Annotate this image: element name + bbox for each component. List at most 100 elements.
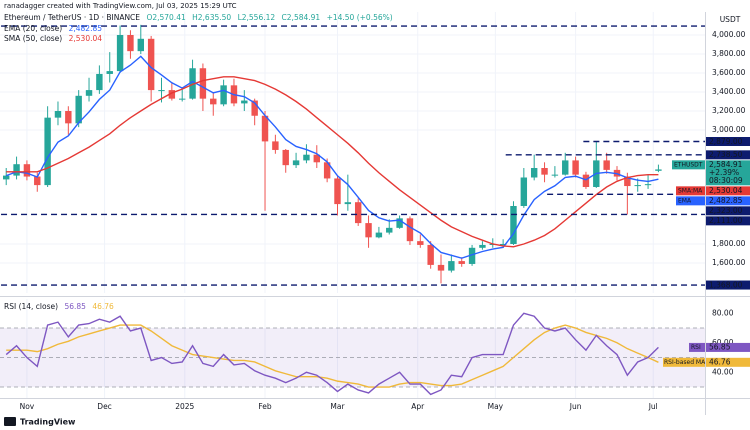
y-tick-label: 3,800.00 [712,49,746,58]
candle-body [354,202,362,224]
ohlc-open: O2,570.41 [146,13,186,22]
y-axis-unit: USDT [720,15,741,24]
candle-body [13,164,20,176]
symbol-header: Ethereum / TetherUS · 1D · BINANCE O2,57… [4,13,393,22]
level-label-box [706,136,750,146]
rsi-value-box [706,342,750,352]
indicator-value-box [706,196,750,206]
candle-body [282,149,289,166]
last-price-text: 08:30:09 [709,176,743,185]
candle-body [303,154,310,161]
rsi-name-box [689,342,705,352]
rsi-legend-value: 56.85 [64,302,86,311]
indicator-value: 2,482.85 [709,196,743,205]
x-tick-label: 2025 [175,402,194,411]
candle-body [624,176,631,187]
last-price-name: ETHUSDT [674,162,703,169]
ohlc-close: C2,584.91 [282,13,321,22]
candle-body [147,38,155,91]
rsi-ma-legend-value: 46.76 [92,302,114,311]
last-price-text: +2.39% [709,168,739,177]
candle-body [634,185,641,187]
candle-body [220,85,227,105]
level-label-box [706,280,750,290]
candle-body [386,227,393,233]
candle-body [23,164,31,177]
x-tick-label: Mar [330,402,345,411]
level-label-box [706,206,750,216]
candle-body [396,218,403,228]
candle-body [499,243,507,245]
y-tick-label: 80.00 [712,308,734,317]
attribution: ranadagger created with TradingView.com,… [4,2,237,10]
candle-body [168,90,176,99]
candle-body [541,167,548,175]
candle-body [3,175,10,180]
indicator-value: 2,530.04 [709,186,743,195]
candle-body [75,95,82,124]
candle-body [85,90,93,96]
candle-body [406,218,414,242]
candle-body [365,223,372,238]
y-tick-label: 3,200.00 [712,106,746,115]
rsi-value: 56.85 [709,343,731,352]
level-label-box [706,150,750,160]
level-label: 2,879.00 [709,137,743,146]
candle-body [241,100,248,104]
rsi-line [5,312,659,396]
last-price-box [706,160,750,186]
x-tick-label: Feb [258,402,272,411]
ema-legend-name: EMA (20, close) [4,24,62,33]
x-tick-label: Apr [411,402,425,411]
logo-icon [4,417,16,426]
y-tick-label: 3,600.00 [712,68,746,77]
level-label: 2,111.00 [709,216,743,225]
rsi-name: RSI-based MA [664,359,706,366]
candle-body [116,34,124,72]
candle-body [292,160,300,166]
ema-legend-value: 2,482.85 [69,24,103,33]
candle-body [562,160,569,175]
candle-body [199,68,207,99]
ema-legend: EMA (20, close) 2,482.85 [4,24,102,33]
plot [0,12,705,398]
candle-body [510,205,517,244]
y-tick-label: 60.00 [712,338,734,347]
sma-legend-name: SMA (50, close) [4,34,62,43]
y-tick-label: 3,400.00 [712,87,746,96]
indicator-name: SMA:MA [678,188,703,195]
ohlc-high: H2,635.50 [192,13,231,22]
rsi-legend: RSI (14, close) 56.85 46.76 [4,302,114,311]
candle-body [582,174,590,187]
candle-body [178,98,186,100]
indicator-name: EMA [678,198,692,205]
y-tick-label: 4,000.00 [712,30,746,39]
y-tick-label: 3,000.00 [712,125,746,134]
candle-body [468,247,476,264]
indicator-line [6,76,659,248]
candle-body [417,241,424,245]
rsi-name-box [663,357,705,367]
rsi-value: 46.76 [709,358,731,367]
candle-body [272,141,279,150]
candle-body [127,34,134,52]
x-tick-label: Nov [20,402,35,411]
x-tick-label: May [488,402,504,411]
indicator-name-box [676,196,705,206]
x-tick-label: Jul [648,402,658,411]
last-price-name-box [672,160,705,170]
candle-body [189,68,196,99]
candle-body [655,169,662,171]
candle-body [261,115,269,142]
indicator-name-box [676,186,705,196]
candle-body [334,178,341,205]
indicator-value-box [706,186,750,196]
sma-legend: SMA (50, close) 2,530.04 [4,34,102,43]
candle-body [520,177,528,206]
candle-body [572,160,579,175]
candle-body [210,98,217,105]
candle-body [34,176,41,186]
candle-body [344,202,352,205]
candle-body [458,261,465,264]
overlay: 4,000.00 3,800.00 3,600.00 3,400.00 3,200.00… [20,30,750,411]
